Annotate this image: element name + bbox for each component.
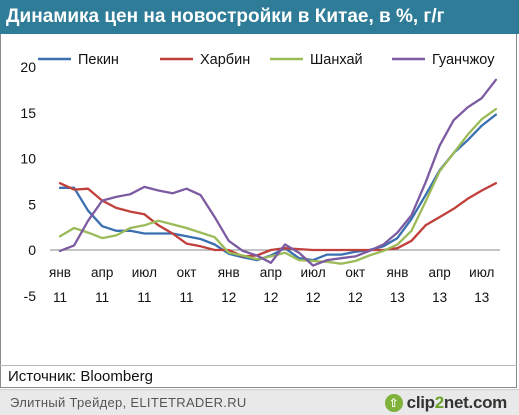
x-tick-month: апр bbox=[91, 265, 113, 280]
x-tick-year: 13 bbox=[432, 290, 447, 305]
x-tick-month: янв bbox=[386, 265, 408, 280]
x-tick-month: янв bbox=[49, 265, 71, 280]
y-tick-label: 15 bbox=[20, 105, 36, 121]
footer-bar: Элитный Трейдер, ELITETRADER.RU ⇧ clip2n… bbox=[0, 389, 519, 415]
y-tick-label: 0 bbox=[28, 242, 36, 258]
x-axis: янв 11 апр 11 июл 11 окт 11 янв 12 апр 12 июл 12 окт 12… bbox=[49, 249, 500, 305]
x-tick-year: 11 bbox=[180, 290, 194, 305]
x-tick-month: окт bbox=[177, 265, 197, 280]
clip2net-logo[interactable]: ⇧ clip2net.com bbox=[384, 392, 508, 414]
source-note: Источник: Bloomberg bbox=[0, 365, 517, 389]
x-tick-year: 11 bbox=[95, 290, 109, 305]
arrow-up-icon: ⇧ bbox=[384, 394, 403, 412]
legend-label: Пекин bbox=[78, 52, 119, 68]
x-tick-year: 12 bbox=[263, 290, 278, 305]
x-tick-year: 12 bbox=[221, 290, 236, 305]
x-tick-year: 13 bbox=[390, 290, 405, 305]
series-line bbox=[58, 78, 498, 267]
x-tick-year: 11 bbox=[137, 290, 151, 305]
x-tick-month: окт bbox=[345, 265, 365, 280]
x-tick-month: апр bbox=[428, 265, 450, 280]
y-tick-label: -5 bbox=[24, 288, 37, 304]
legend-label: Харбин bbox=[200, 52, 250, 68]
y-axis: 20 15 10 5 0 -5 bbox=[20, 59, 36, 304]
logo-text: clip2net.com bbox=[406, 393, 508, 412]
x-tick-month: янв bbox=[218, 265, 240, 280]
x-tick-year: 12 bbox=[348, 290, 363, 305]
x-tick-month: июл bbox=[300, 265, 325, 280]
chart-header: Динамика цен на новостройки в Китае, в %… bbox=[0, 0, 519, 34]
x-tick-month: июл bbox=[132, 265, 157, 280]
x-tick-year: 13 bbox=[474, 290, 489, 305]
x-tick-month: июл bbox=[469, 265, 494, 280]
legend-label: Шанхай bbox=[310, 52, 363, 68]
series-line bbox=[58, 113, 498, 262]
chart-title: Динамика цен на новостройки в Китае, в %… bbox=[6, 6, 445, 27]
x-tick-year: 12 bbox=[306, 290, 321, 305]
line-chart: Пекин Харбин Шанхай Гуанчжоу 20 15 10 5 0 -5 янв… bbox=[20, 52, 500, 305]
legend-label: Гуанчжоу bbox=[432, 52, 495, 68]
footer-text: Элитный Трейдер, ELITETRADER.RU bbox=[10, 395, 247, 410]
y-tick-label: 5 bbox=[28, 196, 36, 212]
x-tick-year: 11 bbox=[53, 290, 67, 305]
x-tick-month: апр bbox=[260, 265, 282, 280]
series-lines bbox=[58, 78, 498, 267]
series-line bbox=[58, 182, 498, 258]
y-tick-label: 20 bbox=[20, 59, 36, 75]
chart-frame bbox=[0, 34, 517, 388]
y-tick-label: 10 bbox=[20, 151, 36, 167]
chart-legend: Пекин Харбин Шанхай Гуанчжоу bbox=[38, 52, 495, 68]
